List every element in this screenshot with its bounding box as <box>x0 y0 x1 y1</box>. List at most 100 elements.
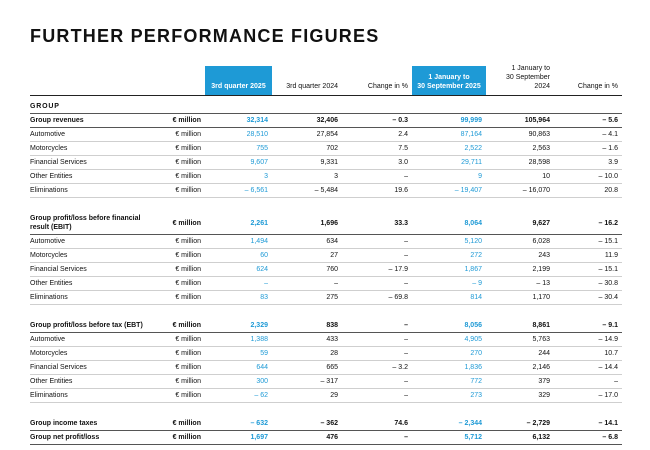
value-cell: 244 <box>538 350 550 357</box>
value-cell: – <box>404 238 408 245</box>
column-header: 1 January to 30 September 2024 <box>486 65 554 95</box>
row-group: Group income taxes € million – 632 – 362 74.… <box>30 417 622 445</box>
total-row: Group profit/loss before financial resul… <box>30 212 622 235</box>
unit: € million <box>175 294 201 301</box>
value-cell: – 13 <box>536 280 550 287</box>
value-cell: 4,905 <box>464 336 482 343</box>
value-cell: 476 <box>326 434 338 441</box>
value-cell: 20.8 <box>604 187 618 194</box>
unit: € million <box>175 392 201 399</box>
value-cell: 19.6 <box>394 187 408 194</box>
value-cell: 2,329 <box>250 322 268 329</box>
row-label: Motorcycles <box>30 252 68 259</box>
row-label: Financial Services <box>30 159 87 166</box>
value-cell: 300 <box>256 378 268 385</box>
value-cell: 32,406 <box>316 117 338 124</box>
value-cell: 433 <box>326 336 338 343</box>
value-cell: 87,164 <box>460 131 482 138</box>
value-cell: – <box>404 350 408 357</box>
item-row: Other Entities € million 300 – 317 – 772 379 – <box>30 375 622 389</box>
unit: € million <box>175 364 201 371</box>
value-cell: – 1.6 <box>602 145 618 152</box>
item-row: Financial Services € million 9,607 9,331 3.0… <box>30 156 622 170</box>
value-cell: 1,697 <box>250 434 268 441</box>
row-label: Financial Services <box>30 266 87 273</box>
column-header: 3rd quarter 2024 <box>272 66 342 95</box>
row-label: Other Entities <box>30 173 73 180</box>
value-cell: – <box>404 392 408 399</box>
row-label: Eliminations <box>30 187 68 194</box>
item-row: Motorcycles € million 59 28 – 270 244 10.7 <box>30 347 622 361</box>
unit: € million <box>172 420 201 427</box>
value-cell: – 9.1 <box>602 322 618 329</box>
value-cell: 243 <box>538 252 550 259</box>
row-label: Other Entities <box>30 378 73 385</box>
unit: € million <box>175 131 201 138</box>
row-group: Group revenues € million 32,314 32,406 – 0.3… <box>30 114 622 198</box>
value-cell: – <box>404 378 408 385</box>
row-label: Motorcycles <box>30 350 68 357</box>
value-cell: 755 <box>256 145 268 152</box>
value-cell: 2.4 <box>398 131 408 138</box>
value-cell: – 10.0 <box>598 173 618 180</box>
row-label: Group net profit/loss <box>30 434 100 441</box>
row-label: Group revenues <box>30 117 84 124</box>
unit: € million <box>175 145 201 152</box>
value-cell: 5,763 <box>532 336 550 343</box>
value-cell: 3 <box>264 173 268 180</box>
row-label: Eliminations <box>30 392 68 399</box>
item-row: Other Entities € million – – – – 9 – 13 – 30.8 <box>30 277 622 291</box>
value-cell: – <box>614 378 618 385</box>
unit: € million <box>172 117 201 124</box>
value-cell: 33.3 <box>394 219 408 227</box>
column-header-text: Change in % <box>577 83 618 90</box>
value-cell: – <box>404 434 408 441</box>
value-cell: 1,836 <box>464 364 482 371</box>
value-cell: 3.0 <box>398 159 408 166</box>
unit: € million <box>175 378 201 385</box>
value-cell: 29,711 <box>461 159 482 166</box>
item-row: Other Entities € million 3 3 – 9 10 – 10.0 <box>30 170 622 184</box>
value-cell: 3 <box>334 173 338 180</box>
value-cell: 59 <box>260 350 268 357</box>
value-cell: 2,146 <box>532 364 550 371</box>
value-cell: 60 <box>260 252 268 259</box>
value-cell: 772 <box>470 378 482 385</box>
value-cell: 1,696 <box>320 219 338 227</box>
unit: € million <box>175 159 201 166</box>
unit: € million <box>175 187 201 194</box>
row-label: Automotive <box>30 131 66 138</box>
row-label: Group income taxes <box>30 420 98 427</box>
value-cell: – <box>404 322 408 329</box>
header-cell <box>30 66 160 95</box>
value-cell: – 14.1 <box>598 420 618 427</box>
value-cell: 27,854 <box>316 131 338 138</box>
value-cell: 9,607 <box>250 159 268 166</box>
unit: € million <box>175 173 201 180</box>
item-row: Eliminations € million – 62 29 – 273 329 – 17.0 <box>30 389 622 403</box>
column-header-line: 30 September 2025 <box>417 83 481 90</box>
column-header: Change in % <box>554 66 622 95</box>
section-row: GROUP <box>30 100 622 114</box>
value-cell: 10 <box>542 173 550 180</box>
total-row: Group revenues € million 32,314 32,406 – 0.3… <box>30 114 622 128</box>
value-cell: – 2,729 <box>526 420 550 427</box>
value-cell: 11.9 <box>604 252 618 259</box>
value-cell: – 14.9 <box>598 336 618 343</box>
value-cell: 9,627 <box>532 219 550 227</box>
value-cell: – <box>404 280 408 287</box>
value-cell: 644 <box>256 364 268 371</box>
value-cell: – 3.2 <box>392 364 408 371</box>
column-header-line: 1 January to <box>428 74 470 81</box>
value-cell: 7.5 <box>398 145 408 152</box>
item-row: Financial Services € million 624 760 – 17.9 1… <box>30 263 622 277</box>
column-header: 3rd quarter 2025 <box>205 66 272 95</box>
value-cell: 379 <box>538 378 550 385</box>
value-cell: – 362 <box>320 420 338 427</box>
value-cell: 9,331 <box>320 159 338 166</box>
value-cell: 6,132 <box>532 434 550 441</box>
value-cell: 702 <box>326 145 338 152</box>
column-header-text: 3rd quarter 2025 <box>211 83 266 90</box>
value-cell: – 4.1 <box>602 131 618 138</box>
value-cell: – <box>404 336 408 343</box>
